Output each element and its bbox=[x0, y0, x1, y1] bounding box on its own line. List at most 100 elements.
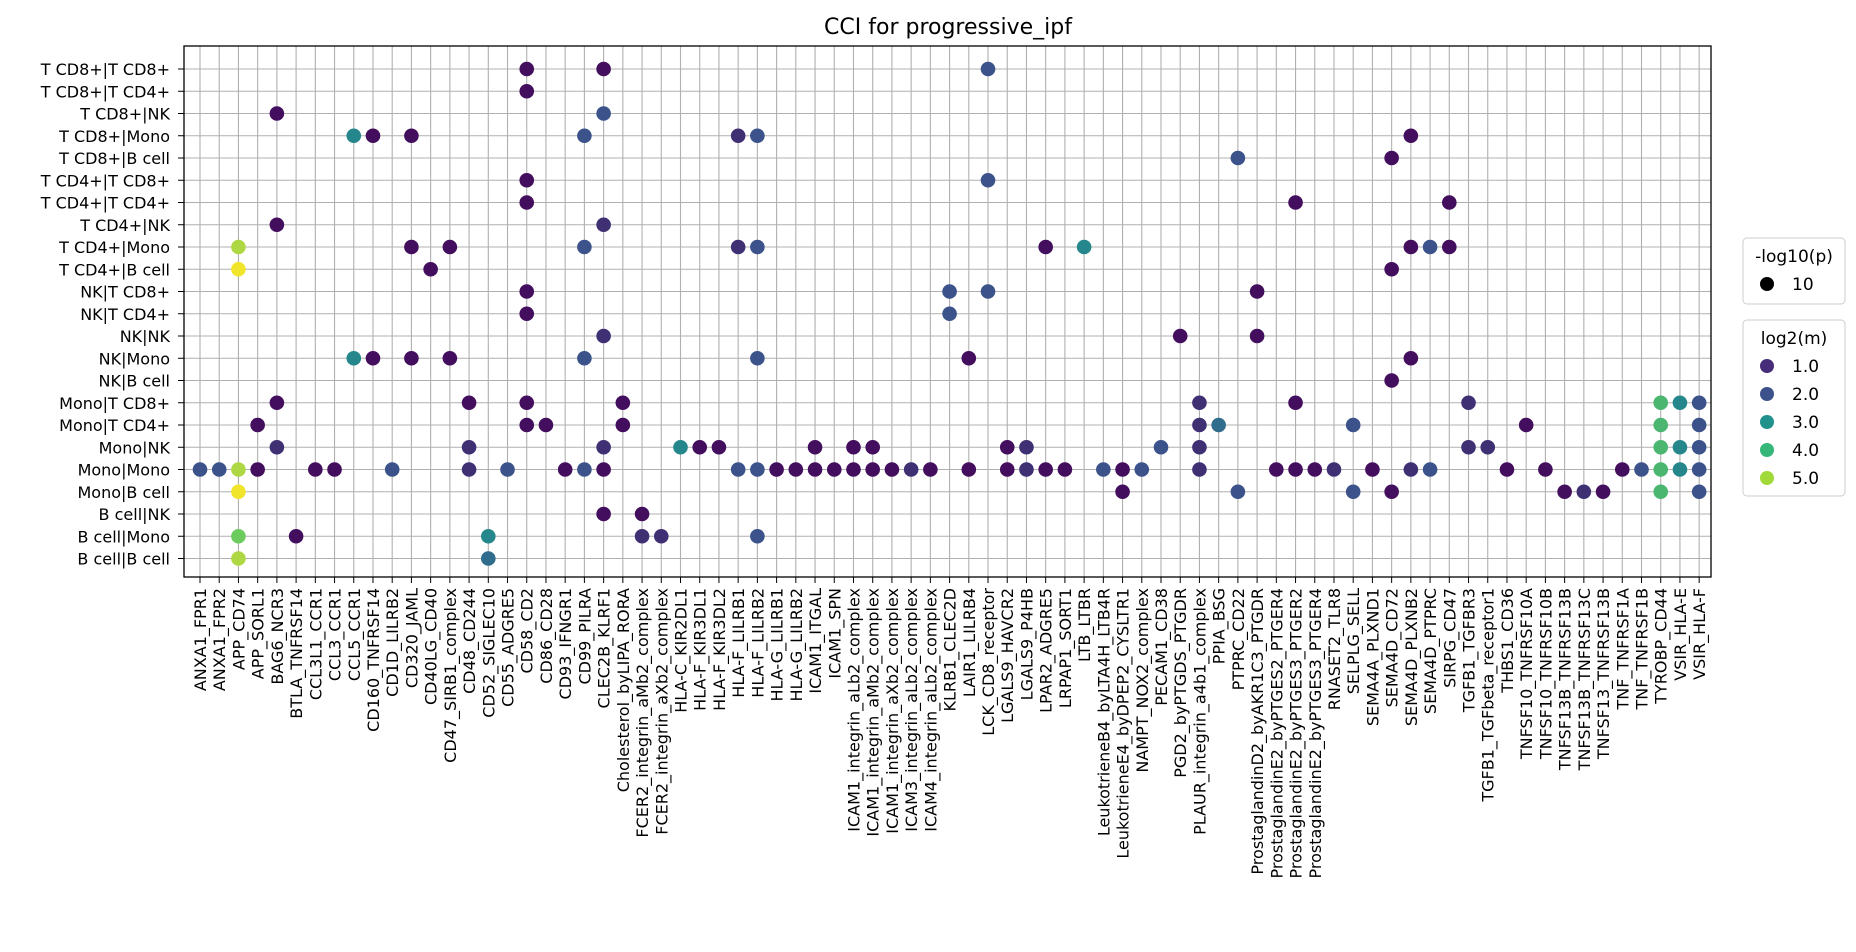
x-tick-label: LTB_LTBR bbox=[1075, 588, 1095, 662]
data-point bbox=[577, 350, 592, 366]
data-point bbox=[980, 284, 996, 299]
data-point bbox=[942, 284, 957, 299]
x-tick-label: CD58_CD2 bbox=[518, 588, 538, 674]
data-point bbox=[750, 128, 765, 144]
data-point bbox=[961, 462, 977, 477]
data-point bbox=[1134, 462, 1150, 477]
data-point bbox=[577, 462, 592, 477]
y-tick-label: T CD8+|B cell bbox=[58, 149, 170, 168]
data-point bbox=[653, 528, 669, 544]
data-point bbox=[634, 528, 650, 544]
data-point bbox=[1672, 395, 1688, 411]
x-tick-label: RNASET2_TLR8 bbox=[1325, 588, 1345, 710]
data-point bbox=[1653, 462, 1669, 477]
data-point bbox=[615, 417, 631, 433]
x-tick-label: SEMA4A_PLXND1 bbox=[1363, 588, 1383, 726]
x-tick-label: LeukotrieneE4_byDPEP2_CYSLTR1 bbox=[1114, 588, 1134, 859]
color-legend-label: 5.0 bbox=[1792, 469, 1819, 489]
data-point bbox=[942, 306, 957, 322]
data-point bbox=[442, 239, 458, 255]
data-point bbox=[519, 61, 535, 77]
data-point bbox=[269, 395, 285, 411]
data-point bbox=[1192, 462, 1207, 477]
y-tick-label: Mono|NK bbox=[99, 438, 171, 457]
x-tick-label: FCER2_integrin_aMb2_complex bbox=[633, 588, 653, 838]
data-point bbox=[500, 462, 515, 477]
data-point bbox=[807, 439, 823, 455]
data-point bbox=[519, 172, 535, 188]
x-tick-label: TNFSF13B_TNFRSF13C bbox=[1575, 588, 1595, 771]
data-point bbox=[980, 172, 996, 188]
color-legend-marker bbox=[1760, 415, 1774, 429]
data-point bbox=[231, 528, 246, 544]
data-point bbox=[615, 395, 631, 411]
color-legend-label: 3.0 bbox=[1792, 413, 1819, 433]
x-tick-label: CCL5_CCR1 bbox=[345, 588, 365, 681]
data-point bbox=[692, 439, 708, 455]
y-tick-label: B cell|Mono bbox=[77, 527, 170, 546]
data-point bbox=[1211, 417, 1226, 433]
x-tick-label: VSIR_HLA-F bbox=[1690, 588, 1710, 680]
x-tick-label: CLEC2B_KLRF1 bbox=[595, 588, 615, 708]
data-point bbox=[596, 506, 611, 522]
y-tick-label: Mono|Mono bbox=[78, 461, 170, 480]
data-point bbox=[384, 462, 400, 477]
data-point bbox=[1192, 417, 1207, 433]
data-point bbox=[577, 239, 592, 255]
data-point bbox=[461, 395, 477, 411]
data-point bbox=[1230, 150, 1246, 166]
data-point bbox=[423, 261, 438, 277]
color-legend: log2(m) 1.0 2.0 3.0 4.0 5.0 bbox=[1742, 319, 1846, 497]
data-point bbox=[231, 239, 246, 255]
y-tick-label: Mono|T CD8+ bbox=[59, 394, 170, 413]
data-point bbox=[346, 128, 362, 144]
x-tick-label: BAG6_NCR3 bbox=[268, 588, 288, 685]
data-point bbox=[980, 61, 996, 77]
data-point bbox=[519, 195, 535, 210]
data-point bbox=[1691, 417, 1707, 433]
x-tick-label: CD160_TNFRSF14 bbox=[364, 588, 384, 732]
data-point bbox=[404, 350, 419, 366]
data-point bbox=[1019, 462, 1034, 477]
y-tick-label: T CD8+|T CD4+ bbox=[40, 82, 170, 101]
y-tick-label: T CD4+|T CD8+ bbox=[40, 171, 170, 190]
data-point bbox=[750, 528, 765, 544]
data-point bbox=[999, 462, 1015, 477]
color-legend-marker bbox=[1760, 359, 1774, 373]
data-point bbox=[519, 284, 535, 299]
data-point bbox=[1480, 439, 1496, 455]
data-point bbox=[442, 350, 458, 366]
data-point bbox=[788, 462, 804, 477]
data-point bbox=[1115, 462, 1130, 477]
y-tick-label: T CD8+|Mono bbox=[58, 127, 170, 146]
data-point bbox=[1326, 462, 1342, 477]
x-tick-label: SEMA4D_PTPRC bbox=[1421, 588, 1441, 714]
y-tick-label: NK|B cell bbox=[99, 372, 170, 391]
x-tick-label: CD52_SIGLEC10 bbox=[479, 588, 499, 718]
y-tick-label: Mono|B cell bbox=[77, 483, 170, 502]
data-point bbox=[1461, 395, 1476, 411]
data-point bbox=[1192, 439, 1207, 455]
x-tick-label: CD55_ADGRE5 bbox=[499, 588, 519, 707]
x-tick-label: CCL3_CCR1 bbox=[326, 588, 346, 681]
data-point bbox=[634, 506, 650, 522]
data-point bbox=[750, 350, 765, 366]
x-tick-label: LCK_CD8_receptor bbox=[979, 588, 999, 736]
size-legend: -log10(p) 10 bbox=[1742, 237, 1846, 305]
data-point bbox=[1518, 417, 1534, 433]
data-point bbox=[1653, 417, 1669, 433]
data-point bbox=[404, 239, 419, 255]
x-tick-label: TGFB1_TGFBR3 bbox=[1460, 588, 1480, 713]
x-tick-label: ICAM1_ITGAL bbox=[806, 588, 826, 694]
x-tick-label: PGD2_byPTGDS_PTGDR bbox=[1171, 588, 1191, 778]
plot-frame bbox=[183, 45, 1712, 578]
data-point bbox=[1153, 439, 1169, 455]
data-point bbox=[730, 462, 746, 477]
data-point bbox=[1403, 462, 1419, 477]
x-tick-label: TGFB1_TGFbeta_receptor1 bbox=[1479, 588, 1499, 803]
data-point bbox=[1038, 462, 1053, 477]
data-point bbox=[231, 261, 246, 277]
data-point bbox=[730, 239, 746, 255]
